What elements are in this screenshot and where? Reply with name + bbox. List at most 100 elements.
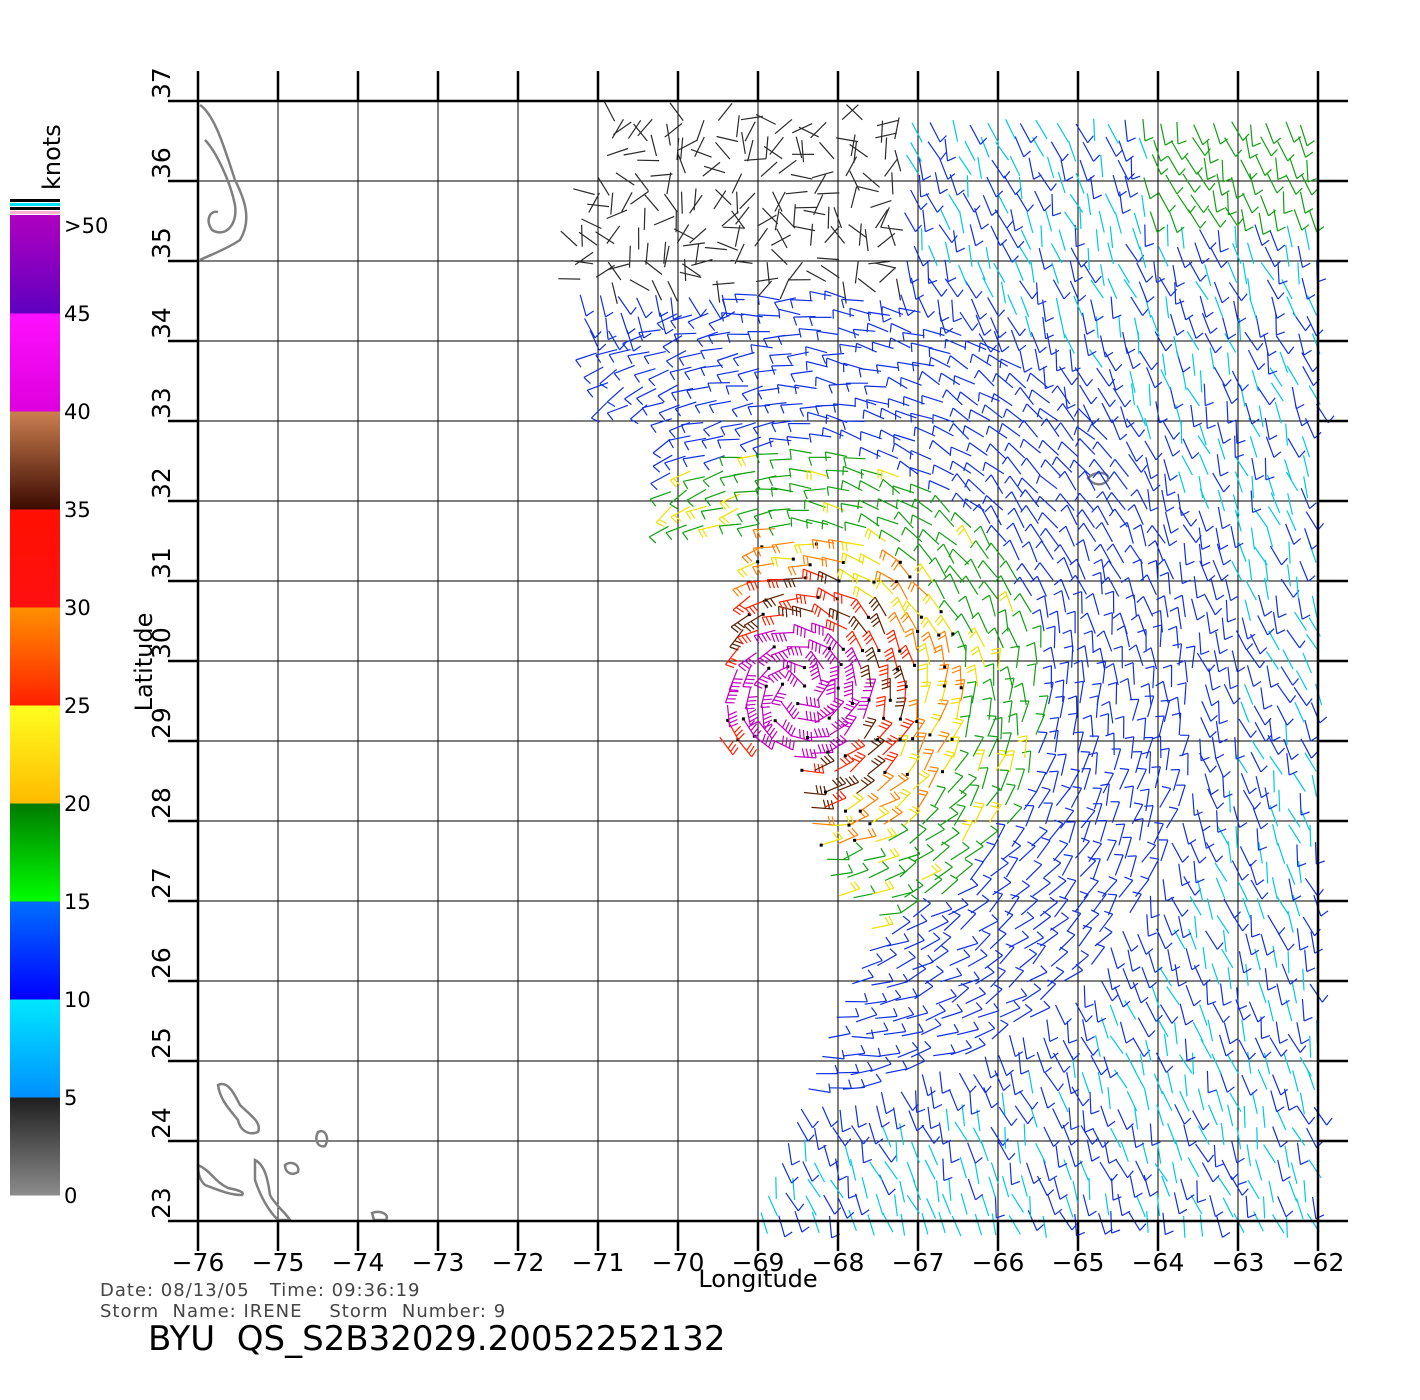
x-tick-label: −63 bbox=[1212, 1248, 1265, 1277]
wind-barb bbox=[1012, 610, 1028, 632]
wind-barb bbox=[752, 546, 776, 557]
wind-barb bbox=[1039, 528, 1060, 547]
wind-barb bbox=[1305, 511, 1325, 531]
wind-barb bbox=[1107, 278, 1118, 299]
wind-barb bbox=[1090, 176, 1103, 200]
wind-barb bbox=[667, 281, 678, 302]
wind-barb bbox=[928, 278, 948, 297]
wind-barb bbox=[989, 890, 1004, 913]
wind-barb bbox=[1102, 560, 1122, 580]
wind-barb bbox=[1064, 211, 1078, 231]
colorbar-band bbox=[10, 509, 60, 608]
wind-barb bbox=[922, 328, 945, 339]
wind-barb bbox=[800, 1108, 819, 1129]
wind-barb bbox=[984, 1056, 999, 1079]
wind-barb bbox=[731, 402, 754, 418]
wind-barb bbox=[1048, 875, 1067, 896]
wind-barb bbox=[656, 313, 678, 331]
wind-barb bbox=[696, 120, 705, 142]
wind-barb bbox=[1036, 837, 1051, 859]
wind-barb bbox=[850, 598, 870, 619]
wind-barb bbox=[878, 1143, 898, 1163]
wind-barb bbox=[1147, 489, 1159, 512]
wind-barb bbox=[597, 176, 610, 196]
wind-barb bbox=[944, 338, 967, 349]
wind-barb bbox=[825, 790, 847, 808]
wind-barb bbox=[1285, 121, 1302, 143]
wind-barb bbox=[1028, 1071, 1034, 1094]
wind-barb bbox=[1285, 244, 1290, 267]
wind-barb bbox=[1182, 173, 1201, 193]
wind-barb bbox=[1309, 824, 1312, 847]
wind-barb bbox=[867, 755, 886, 775]
wind-barb bbox=[1054, 679, 1065, 702]
wind-barb bbox=[724, 681, 739, 704]
wind-barb bbox=[677, 152, 686, 174]
wind-barb bbox=[648, 525, 669, 544]
wind-barb bbox=[1066, 1021, 1078, 1044]
wind-barb bbox=[1219, 1071, 1235, 1093]
wind-barb bbox=[1026, 641, 1038, 665]
wind-barb bbox=[1130, 383, 1135, 406]
wind-barb bbox=[1287, 1033, 1307, 1053]
wind-barb bbox=[950, 1040, 972, 1056]
wind-barb bbox=[908, 1110, 925, 1132]
wind-barb bbox=[817, 570, 841, 584]
wind-barb bbox=[961, 1104, 966, 1127]
wind-barb bbox=[853, 885, 876, 899]
wind-barb bbox=[1170, 140, 1189, 161]
wind-barb bbox=[617, 296, 637, 315]
colorbar-band bbox=[10, 1097, 60, 1196]
wind-barb bbox=[1053, 1052, 1071, 1073]
wind-barb bbox=[1079, 207, 1082, 230]
wind-barb bbox=[1015, 768, 1026, 791]
wind-barb bbox=[740, 313, 763, 323]
y-tick-label: 31 bbox=[147, 547, 176, 579]
wind-barb bbox=[1242, 897, 1252, 920]
wind-barb bbox=[1263, 1144, 1276, 1164]
wind-barb bbox=[967, 1178, 984, 1201]
wind-barb bbox=[1139, 246, 1147, 268]
wind-barb bbox=[987, 627, 1004, 649]
x-tick-label: −73 bbox=[412, 1248, 465, 1277]
wind-barb bbox=[1057, 753, 1067, 776]
wind-barb bbox=[1205, 842, 1224, 863]
wind-barb bbox=[940, 209, 951, 231]
wind-barb bbox=[1114, 986, 1131, 1008]
wind-barb bbox=[1036, 407, 1059, 422]
wind-barb bbox=[890, 559, 912, 579]
wind-barb bbox=[936, 680, 948, 703]
wind-barb bbox=[811, 799, 835, 810]
wind-barb bbox=[883, 647, 899, 671]
wind-barb bbox=[1129, 371, 1136, 393]
wind-barb bbox=[1075, 539, 1090, 562]
wind-barb bbox=[1177, 493, 1190, 517]
wind-barb bbox=[607, 261, 622, 281]
wind-barb bbox=[729, 629, 744, 651]
wind-barb bbox=[949, 407, 971, 423]
wind-barb bbox=[708, 315, 730, 331]
wind-barb bbox=[910, 514, 933, 526]
wind-barb bbox=[928, 356, 951, 368]
wind-barb bbox=[1184, 155, 1203, 175]
wind-barb bbox=[1058, 525, 1075, 547]
wind-barb bbox=[1013, 576, 1033, 597]
wind-barb bbox=[610, 192, 614, 215]
wind-barb bbox=[1201, 312, 1218, 334]
wind-barb bbox=[774, 191, 786, 212]
wind-barb bbox=[973, 525, 991, 547]
wind-barb bbox=[1099, 910, 1114, 933]
wind-barb bbox=[1100, 783, 1110, 806]
wind-barb bbox=[987, 122, 999, 143]
wind-barb bbox=[1036, 1051, 1052, 1074]
wind-barb bbox=[1275, 1021, 1288, 1044]
wind-barb bbox=[633, 368, 656, 383]
wind-barb bbox=[1002, 408, 1025, 423]
wind-barb bbox=[1170, 897, 1189, 917]
wind-barb bbox=[717, 241, 738, 251]
wind-barb bbox=[1233, 806, 1248, 829]
wind-barb bbox=[1178, 507, 1198, 527]
wind-barb bbox=[1063, 386, 1076, 410]
wind-barb bbox=[1181, 455, 1193, 476]
wind-barb bbox=[1068, 1107, 1080, 1131]
